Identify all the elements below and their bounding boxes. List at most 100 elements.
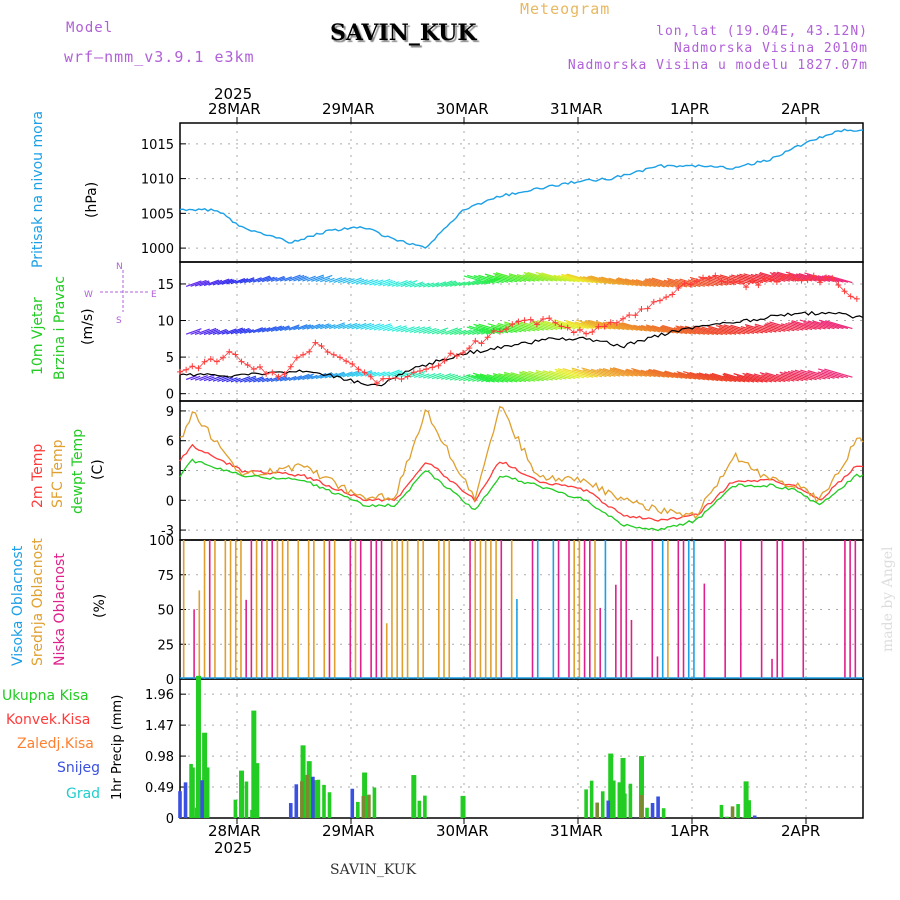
wind-barb	[704, 373, 732, 382]
wind-barb	[466, 326, 491, 335]
wind-barb	[571, 367, 603, 378]
wind-barb	[519, 371, 549, 381]
wind-barb	[373, 323, 391, 331]
wind-barb	[596, 368, 621, 377]
wind-barb	[504, 323, 531, 332]
wind-barb	[440, 280, 457, 288]
wind-barb	[764, 323, 790, 332]
wind-barb	[582, 276, 607, 285]
wind-barb	[817, 371, 840, 379]
wind-barb	[766, 322, 795, 332]
wind-barb	[288, 274, 305, 282]
precip-bar	[752, 815, 757, 818]
wind-barb	[248, 327, 263, 334]
pressure-unit: (hPa)	[84, 181, 100, 218]
wind-title-2: Brzina i Pravac	[52, 276, 68, 380]
wind-barb	[261, 276, 275, 283]
product-title: Meteogram	[520, 0, 611, 18]
wind-barb	[337, 323, 352, 330]
wind-barb	[194, 280, 210, 287]
temp-unit: (C)	[90, 459, 106, 480]
wind-barb	[676, 371, 705, 381]
wind-barb	[561, 274, 585, 283]
wind-barb	[458, 329, 472, 336]
wind-barb	[664, 370, 692, 380]
wind-barb	[360, 279, 374, 285]
precip-bar	[650, 802, 655, 818]
wind-barb	[427, 372, 442, 379]
wind-barb	[683, 370, 714, 381]
wind-barb	[555, 370, 580, 379]
precip-bar	[316, 779, 321, 818]
wind-barb	[387, 325, 402, 332]
wind-barb	[458, 375, 471, 382]
wind-barb	[566, 321, 589, 330]
wind-barb	[561, 273, 589, 283]
wind-barb	[337, 371, 353, 378]
wind-barb	[203, 376, 215, 382]
wind-barb	[729, 275, 755, 284]
wind-barb	[253, 377, 265, 383]
wind-barb	[635, 279, 661, 288]
wind-barb	[288, 325, 300, 331]
pressure-ytick-label: 1000	[141, 242, 174, 257]
wind-barb	[194, 374, 208, 381]
wind-barb	[378, 279, 393, 287]
wind-barb	[382, 369, 400, 377]
wind-barb	[440, 373, 455, 380]
wind-barb	[528, 322, 553, 331]
station-elevation: Nadmorska Visina 2010m	[673, 41, 868, 56]
wind-barb	[631, 279, 656, 288]
wind-barb	[645, 278, 674, 288]
wind-barb	[351, 322, 367, 330]
wind-barb	[369, 323, 385, 331]
wind-barb	[553, 274, 576, 283]
wind-barb	[320, 324, 332, 330]
precip-bar	[189, 763, 193, 818]
wind-barb	[787, 370, 817, 381]
wind-barb	[422, 373, 436, 379]
temp-ytick-label: 6	[166, 435, 174, 450]
wind-barb	[707, 275, 737, 285]
wind-barb	[598, 276, 625, 286]
wind-barb	[235, 327, 250, 335]
precip-bar	[412, 807, 416, 818]
precip-bar	[611, 780, 616, 818]
wind-barb	[409, 326, 426, 333]
wind-barb	[798, 273, 826, 282]
wind-barb	[244, 377, 257, 383]
temp-title-2: SFC Temp	[50, 439, 66, 508]
model-label: Model	[66, 20, 114, 36]
wind-barb	[266, 277, 278, 283]
wind-barb	[212, 278, 230, 286]
cloud-title-3: Niska Oblacnost	[52, 553, 68, 666]
wind-barb	[396, 280, 412, 288]
wind-barb	[646, 370, 670, 378]
wind-barb	[522, 274, 545, 282]
wind-barb	[346, 371, 361, 378]
precip-bar	[250, 809, 254, 818]
wind-barb	[221, 328, 237, 335]
wind-barb	[566, 273, 598, 284]
wind-barb	[554, 368, 585, 379]
wind-barb	[449, 281, 461, 287]
wind-barb	[803, 322, 826, 330]
precip-bar	[251, 710, 257, 818]
compass-east: E	[151, 290, 157, 300]
temp-ytick-label: 0	[166, 494, 174, 509]
wind-barb	[538, 273, 562, 282]
precip-bar	[628, 783, 633, 818]
wind-barb	[270, 325, 285, 332]
wind-barb	[471, 374, 495, 383]
wind-barb	[440, 327, 459, 335]
wind-barb	[413, 326, 431, 334]
wind-barb	[761, 374, 786, 383]
wind-barb	[663, 279, 688, 288]
wind-barb	[618, 323, 643, 332]
precip-bar	[617, 782, 622, 818]
wind-barb	[788, 322, 813, 331]
wind-barb	[373, 278, 391, 286]
precip-legend-freezing: Zaledj.Kisa	[17, 736, 94, 752]
wind-unit: (m/s)	[80, 308, 96, 345]
wind-barb	[253, 275, 271, 283]
